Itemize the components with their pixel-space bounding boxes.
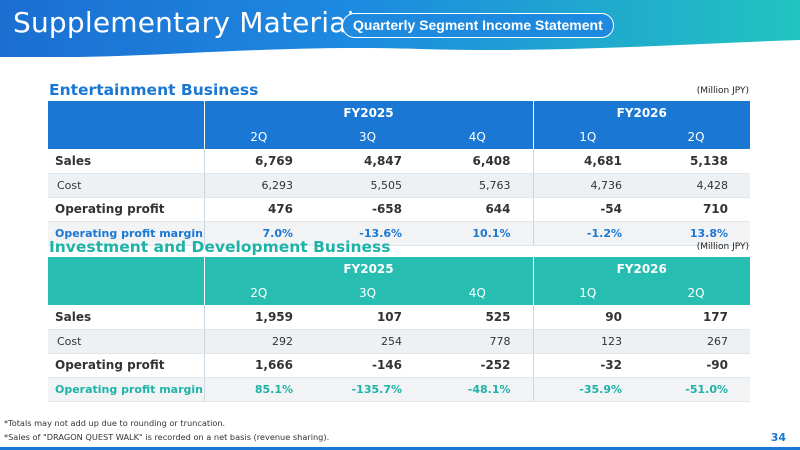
section-title-entertainment: Entertainment Business (49, 81, 259, 99)
entertainment-table: FY2025 FY2026 2Q 3Q 4Q 1Q 2Q Sales 6,769… (48, 101, 750, 246)
quarter-label: 4Q (422, 281, 533, 305)
footnote: *Totals may not add up due to rounding o… (4, 418, 226, 428)
investment-table: FY2025 FY2026 2Q 3Q 4Q 1Q 2Q Sales 1,959… (48, 257, 750, 402)
table-cell: 5,763 (422, 173, 533, 198)
table-cell: 85.1% (203, 377, 313, 402)
table-cell: 123 (532, 329, 642, 354)
table-cell: 6,293 (203, 173, 313, 198)
quarter-label: 2Q (642, 281, 750, 305)
table-cell: 90 (532, 305, 642, 330)
table-cell: -51.0% (642, 377, 750, 402)
table-header-quarter-row: 2Q 3Q 4Q 1Q 2Q (48, 125, 750, 149)
table-cell: 5,505 (313, 173, 422, 198)
unit-label: (Million JPY) (696, 242, 749, 252)
fy-label: FY2025 (203, 257, 533, 281)
table-cell: 13.8% (642, 221, 750, 246)
quarter-label: 3Q (313, 281, 422, 305)
table-row-cost: Cost 292 254 778 123 267 (48, 329, 750, 354)
table-cell: 177 (642, 305, 750, 330)
table-cell: 778 (422, 329, 533, 354)
header-banner: Supplementary Material Quarterly Segment… (0, 0, 800, 57)
table-cell: -90 (642, 353, 750, 378)
unit-label: (Million JPY) (696, 86, 749, 96)
table-cell: 4,736 (532, 173, 642, 198)
table-row-cost: Cost 6,293 5,505 5,763 4,736 4,428 (48, 173, 750, 198)
table-cell: -35.9% (532, 377, 642, 402)
table-cell: -252 (422, 353, 533, 378)
table-cell: 4,681 (532, 149, 642, 174)
fy-label: FY2025 (203, 101, 533, 125)
table-cell: 710 (642, 197, 750, 222)
row-label: Cost (48, 173, 204, 198)
table-cell: 4,847 (313, 149, 422, 174)
row-label: Cost (48, 329, 204, 354)
quarter-label: 1Q (532, 125, 642, 149)
row-label: Operating profit margin (48, 377, 204, 402)
quarter-label: 2Q (642, 125, 750, 149)
page-number: 34 (770, 431, 786, 444)
quarter-label: 2Q (203, 125, 313, 149)
table-cell: 107 (313, 305, 422, 330)
table-cell: 6,769 (203, 149, 313, 174)
table-cell: 292 (203, 329, 313, 354)
header-wave-decoration (0, 40, 800, 64)
bottom-accent-line (0, 447, 800, 450)
table-cell: 476 (203, 197, 313, 222)
page-title: Supplementary Material (13, 6, 355, 39)
fy-label: FY2026 (532, 257, 750, 281)
quarter-label: 3Q (313, 125, 422, 149)
row-label: Sales (48, 149, 204, 174)
quarter-label: 1Q (532, 281, 642, 305)
table-row-operating-profit: Operating profit 476 -658 644 -54 710 (48, 197, 750, 222)
table-cell: 1,959 (203, 305, 313, 330)
table-cell: -146 (313, 353, 422, 378)
quarter-label: 4Q (422, 125, 533, 149)
table-cell: -13.6% (313, 221, 422, 246)
table-cell: -135.7% (313, 377, 422, 402)
table-cell: -1.2% (532, 221, 642, 246)
fy-label: FY2026 (532, 101, 750, 125)
table-cell: 644 (422, 197, 533, 222)
footnote: *Sales of "DRAGON QUEST WALK" is recorde… (4, 432, 330, 442)
table-header-fy-row: FY2025 FY2026 (48, 257, 750, 281)
table-cell: -658 (313, 197, 422, 222)
table-cell: -32 (532, 353, 642, 378)
row-label: Operating profit (48, 353, 204, 378)
table-cell: 1,666 (203, 353, 313, 378)
section-title-investment: Investment and Development Business (49, 238, 391, 256)
table-cell: -48.1% (422, 377, 533, 402)
header-empty-cell (48, 257, 204, 281)
table-cell: 525 (422, 305, 533, 330)
row-label: Operating profit (48, 197, 204, 222)
table-row-operating-profit: Operating profit 1,666 -146 -252 -32 -90 (48, 353, 750, 378)
header-empty-cell (48, 101, 204, 125)
table-cell: -54 (532, 197, 642, 222)
subtitle-badge: Quarterly Segment Income Statement (342, 13, 614, 38)
table-cell: 5,138 (642, 149, 750, 174)
row-label: Operating profit margin (48, 221, 204, 246)
table-cell: 10.1% (422, 221, 533, 246)
table-cell: 6,408 (422, 149, 533, 174)
quarter-label: 2Q (203, 281, 313, 305)
table-header-fy-row: FY2025 FY2026 (48, 101, 750, 125)
table-cell: 254 (313, 329, 422, 354)
table-row-sales: Sales 1,959 107 525 90 177 (48, 305, 750, 330)
table-cell: 4,428 (642, 173, 750, 198)
row-label: Sales (48, 305, 204, 330)
table-row-operating-margin: Operating profit margin 85.1% -135.7% -4… (48, 377, 750, 402)
table-row-operating-margin: Operating profit margin 7.0% -13.6% 10.1… (48, 221, 750, 246)
table-cell: 267 (642, 329, 750, 354)
table-row-sales: Sales 6,769 4,847 6,408 4,681 5,138 (48, 149, 750, 174)
table-cell: 7.0% (203, 221, 313, 246)
table-header-quarter-row: 2Q 3Q 4Q 1Q 2Q (48, 281, 750, 305)
